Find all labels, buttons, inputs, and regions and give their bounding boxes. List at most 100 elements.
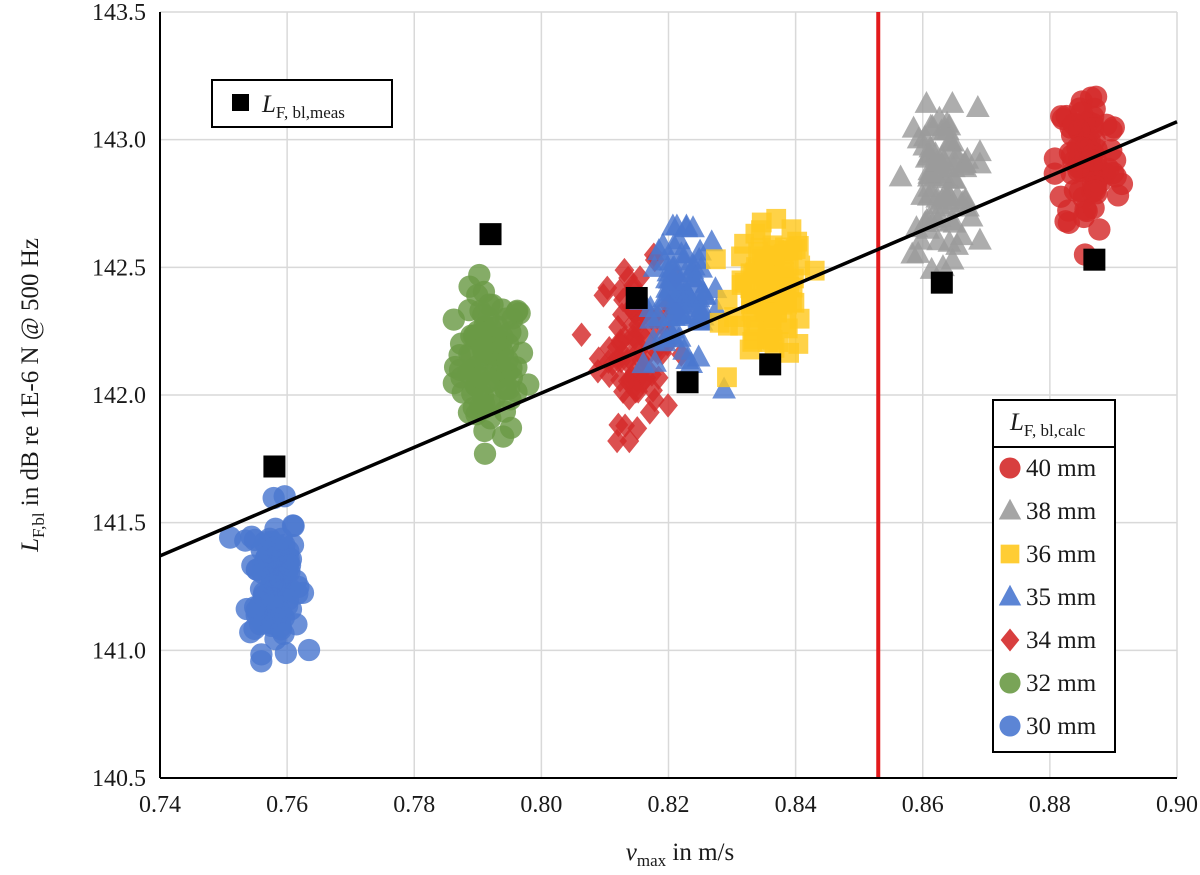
legend-entry-label: 36 mm — [1026, 541, 1097, 568]
data-point — [1082, 196, 1105, 220]
data-point — [497, 377, 521, 400]
data-point — [274, 641, 298, 665]
data-point — [278, 554, 302, 577]
legend-measured-sub: F, bl,meas — [276, 103, 345, 122]
measured-point — [1083, 248, 1106, 271]
data-point — [968, 151, 992, 174]
data-point — [486, 315, 509, 338]
data-point — [619, 428, 640, 454]
data-point — [929, 118, 954, 141]
legend-marker — [1000, 544, 1020, 564]
data-point — [705, 249, 726, 270]
measured-point — [759, 353, 782, 376]
legend-entry-30-mm: 30 mm — [999, 713, 1097, 740]
data-point — [631, 351, 656, 374]
data-point — [945, 232, 969, 255]
measured-point — [930, 271, 953, 294]
data-point — [1057, 211, 1081, 234]
data-point — [757, 265, 778, 286]
data-point — [506, 322, 529, 345]
data-point — [614, 257, 635, 283]
legend-marker — [1000, 628, 1020, 652]
y-axis-title-sub: F,bl — [29, 512, 48, 538]
data-point — [779, 342, 799, 363]
y-tick-label: 143.0 — [92, 128, 146, 154]
y-tick-label: 141.0 — [92, 638, 146, 664]
y-axis-title-rest: in dB re 1E-6 N @ 500 Hz — [17, 238, 44, 512]
data-point — [781, 219, 802, 240]
data-point — [926, 228, 951, 251]
data-point — [914, 90, 939, 113]
data-point — [670, 301, 695, 324]
data-point — [627, 416, 648, 441]
data-point — [901, 115, 926, 138]
series-30-mm — [219, 485, 321, 673]
data-point — [617, 368, 638, 394]
data-point — [785, 239, 806, 259]
series-32-mm — [442, 263, 540, 465]
legend-marker — [998, 584, 1022, 606]
legend-marker — [998, 498, 1022, 520]
data-point — [1101, 161, 1125, 185]
legend-measured: LF, bl,meas — [211, 79, 393, 128]
data-point — [468, 365, 492, 389]
data-point — [669, 241, 694, 264]
data-point — [906, 240, 931, 263]
data-point — [968, 139, 992, 162]
trend-line — [159, 120, 1178, 558]
legend-entry-36-mm: 36 mm — [1000, 541, 1097, 568]
measured-points — [263, 223, 1106, 478]
data-point — [666, 280, 691, 303]
data-point — [909, 227, 933, 250]
data-point — [607, 428, 627, 454]
x-tick-label: 0.80 — [520, 792, 562, 818]
data-point — [593, 283, 614, 308]
data-point — [686, 344, 711, 367]
data-point — [448, 344, 471, 367]
data-point — [888, 164, 913, 187]
data-point — [628, 312, 649, 338]
data-point — [473, 393, 496, 416]
legend-entry-35-mm: 35 mm — [998, 584, 1097, 611]
legend-entry-38-mm: 38 mm — [998, 498, 1097, 525]
data-point — [219, 526, 242, 549]
data-point — [608, 412, 629, 438]
data-point — [940, 247, 965, 270]
data-point — [940, 90, 965, 113]
series-40-mm — [1043, 85, 1134, 266]
data-point — [442, 308, 465, 331]
x-tick-label: 0.88 — [1029, 792, 1071, 818]
legend-entry-34-mm: 34 mm — [1000, 627, 1097, 654]
data-point — [669, 268, 693, 291]
data-point — [609, 278, 630, 304]
legend-calculated: LF, bl,calc 40 mm 38 mm 36 mm 35 mm 34 mm 32 … — [992, 399, 1116, 753]
data-point — [656, 259, 681, 282]
y-tick-label: 143.5 — [92, 0, 146, 26]
data-point — [251, 561, 274, 585]
data-point — [646, 304, 671, 327]
series-35-mm — [629, 213, 736, 399]
data-point — [717, 367, 737, 388]
legend-measured-label: LF, bl,meas — [261, 91, 345, 122]
data-point — [672, 337, 697, 360]
data-point — [473, 442, 497, 465]
data-point — [240, 525, 263, 548]
legend-marker — [999, 457, 1021, 479]
legend-entry-32-mm: 32 mm — [999, 670, 1097, 697]
data-point — [766, 208, 787, 229]
x-tick-label: 0.82 — [648, 792, 690, 818]
data-point — [611, 348, 632, 374]
x-axis-title: vmax in m/s — [626, 839, 734, 870]
legend-entry-label: 38 mm — [1026, 498, 1097, 525]
data-point — [286, 582, 309, 605]
data-point — [1083, 179, 1107, 202]
legend-marker — [999, 715, 1021, 737]
x-tick-label: 0.84 — [775, 792, 817, 818]
data-point — [608, 314, 628, 340]
legend-measured-main: L — [261, 91, 276, 118]
data-point — [1058, 141, 1082, 165]
data-point — [571, 322, 592, 348]
measured-point — [263, 455, 286, 478]
x-tick-label: 0.86 — [902, 792, 944, 818]
